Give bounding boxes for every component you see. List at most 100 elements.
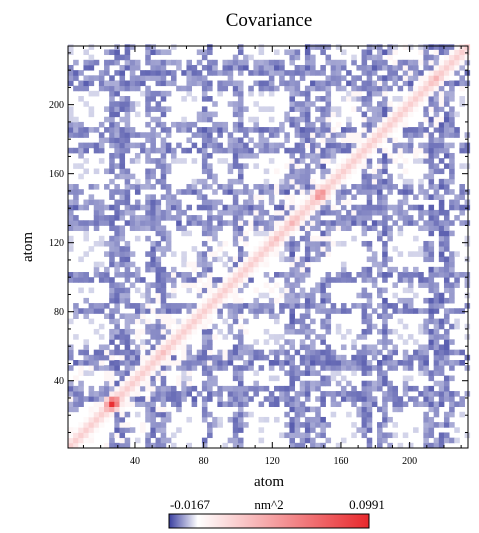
heatmap-cell (88, 303, 95, 309)
heatmap-cell (274, 339, 280, 345)
heatmap-cell (160, 80, 167, 87)
heatmap-cell (124, 292, 131, 299)
heatmap-cell (93, 127, 100, 133)
heatmap-cell (449, 230, 455, 237)
heatmap-cell (392, 158, 399, 164)
heatmap-cell (171, 215, 177, 221)
heatmap-cell (237, 427, 244, 433)
heatmap-cell (207, 266, 213, 273)
heatmap-cell (361, 411, 368, 418)
heatmap-cell (402, 266, 409, 273)
heatmap-cell (443, 70, 450, 76)
heatmap-cell (284, 422, 290, 428)
heatmap-cell (201, 334, 208, 340)
heatmap-cell (428, 101, 435, 107)
heatmap-cell (392, 44, 399, 50)
heatmap-cell (253, 215, 259, 221)
heatmap-cell (68, 385, 74, 392)
heatmap-cell (124, 132, 131, 138)
heatmap-cell (356, 272, 362, 278)
heatmap-cell (433, 360, 440, 366)
heatmap-cell (397, 85, 404, 92)
heatmap-cell (114, 246, 120, 252)
heatmap-cell (284, 303, 290, 309)
heatmap-cell (88, 44, 95, 50)
heatmap-cell (268, 194, 275, 200)
heatmap-cell (191, 189, 198, 195)
heatmap-cell (176, 142, 182, 149)
heatmap-cell (294, 303, 301, 309)
heatmap-cell (114, 318, 120, 325)
heatmap-cell (165, 235, 172, 242)
heatmap-cell (304, 137, 311, 144)
heatmap-cell (129, 106, 136, 112)
heatmap-cell (279, 251, 285, 257)
heatmap-cell (315, 240, 321, 247)
heatmap-cell (237, 189, 244, 195)
heatmap-cell (134, 158, 141, 164)
heatmap-cell (387, 70, 393, 76)
heatmap-cell (356, 132, 362, 138)
heatmap-cell (83, 344, 89, 351)
heatmap-cell (207, 427, 213, 433)
heatmap-cell (160, 375, 167, 382)
heatmap-cell (304, 380, 311, 387)
heatmap-cell (325, 240, 332, 247)
heatmap-cell (268, 75, 275, 81)
heatmap-cell (325, 189, 332, 195)
heatmap-cell (289, 437, 296, 444)
heatmap-cell (165, 292, 172, 299)
heatmap-cell (299, 256, 306, 263)
heatmap-cell (207, 49, 213, 56)
heatmap-cell (263, 80, 270, 87)
heatmap-cell (304, 272, 311, 278)
heatmap-cell (315, 44, 321, 50)
heatmap-cell (454, 59, 460, 66)
heatmap-cell (109, 96, 115, 102)
heatmap-cell (335, 194, 342, 200)
heatmap-cell (140, 396, 146, 402)
heatmap-cell (382, 240, 388, 247)
heatmap-cell (443, 360, 450, 366)
heatmap-cell (119, 416, 126, 423)
y-tick-label: 200 (49, 100, 64, 111)
heatmap-cell (454, 204, 460, 211)
heatmap-cell (377, 328, 383, 335)
heatmap-cell (160, 328, 167, 335)
heatmap-cell (310, 427, 316, 433)
heatmap-cell (315, 251, 321, 257)
heatmap-cell (371, 251, 378, 257)
heatmap-cell (232, 277, 239, 283)
heatmap-cell (407, 127, 414, 133)
heatmap-cell (299, 132, 306, 138)
heatmap-cell (377, 235, 383, 242)
heatmap-cell (335, 277, 342, 283)
heatmap-cell (181, 272, 187, 278)
heatmap-cell (83, 437, 89, 444)
heatmap-cell (284, 184, 290, 190)
heatmap-cell (114, 349, 120, 356)
heatmap-cell (263, 209, 270, 216)
heatmap-cell (315, 106, 321, 112)
heatmap-cell (351, 432, 357, 439)
heatmap-cell (258, 147, 265, 154)
y-tick-label: 160 (49, 169, 64, 180)
heatmap-cell (397, 334, 404, 340)
heatmap-cell (217, 401, 223, 407)
heatmap-cell (361, 427, 368, 433)
heatmap-cell (248, 127, 254, 133)
heatmap-cell (449, 323, 455, 330)
heatmap-cell (88, 432, 95, 439)
heatmap-cell (366, 427, 373, 433)
heatmap-cell (78, 277, 84, 283)
heatmap-cell (227, 256, 234, 263)
heatmap-cell (443, 261, 450, 268)
heatmap-cell (109, 220, 115, 226)
heatmap-cell (165, 303, 172, 309)
heatmap-cell (217, 90, 223, 97)
heatmap-cell (310, 240, 316, 247)
heatmap-cell (407, 442, 414, 449)
heatmap-cell (196, 59, 203, 66)
heatmap-cell (134, 266, 141, 273)
